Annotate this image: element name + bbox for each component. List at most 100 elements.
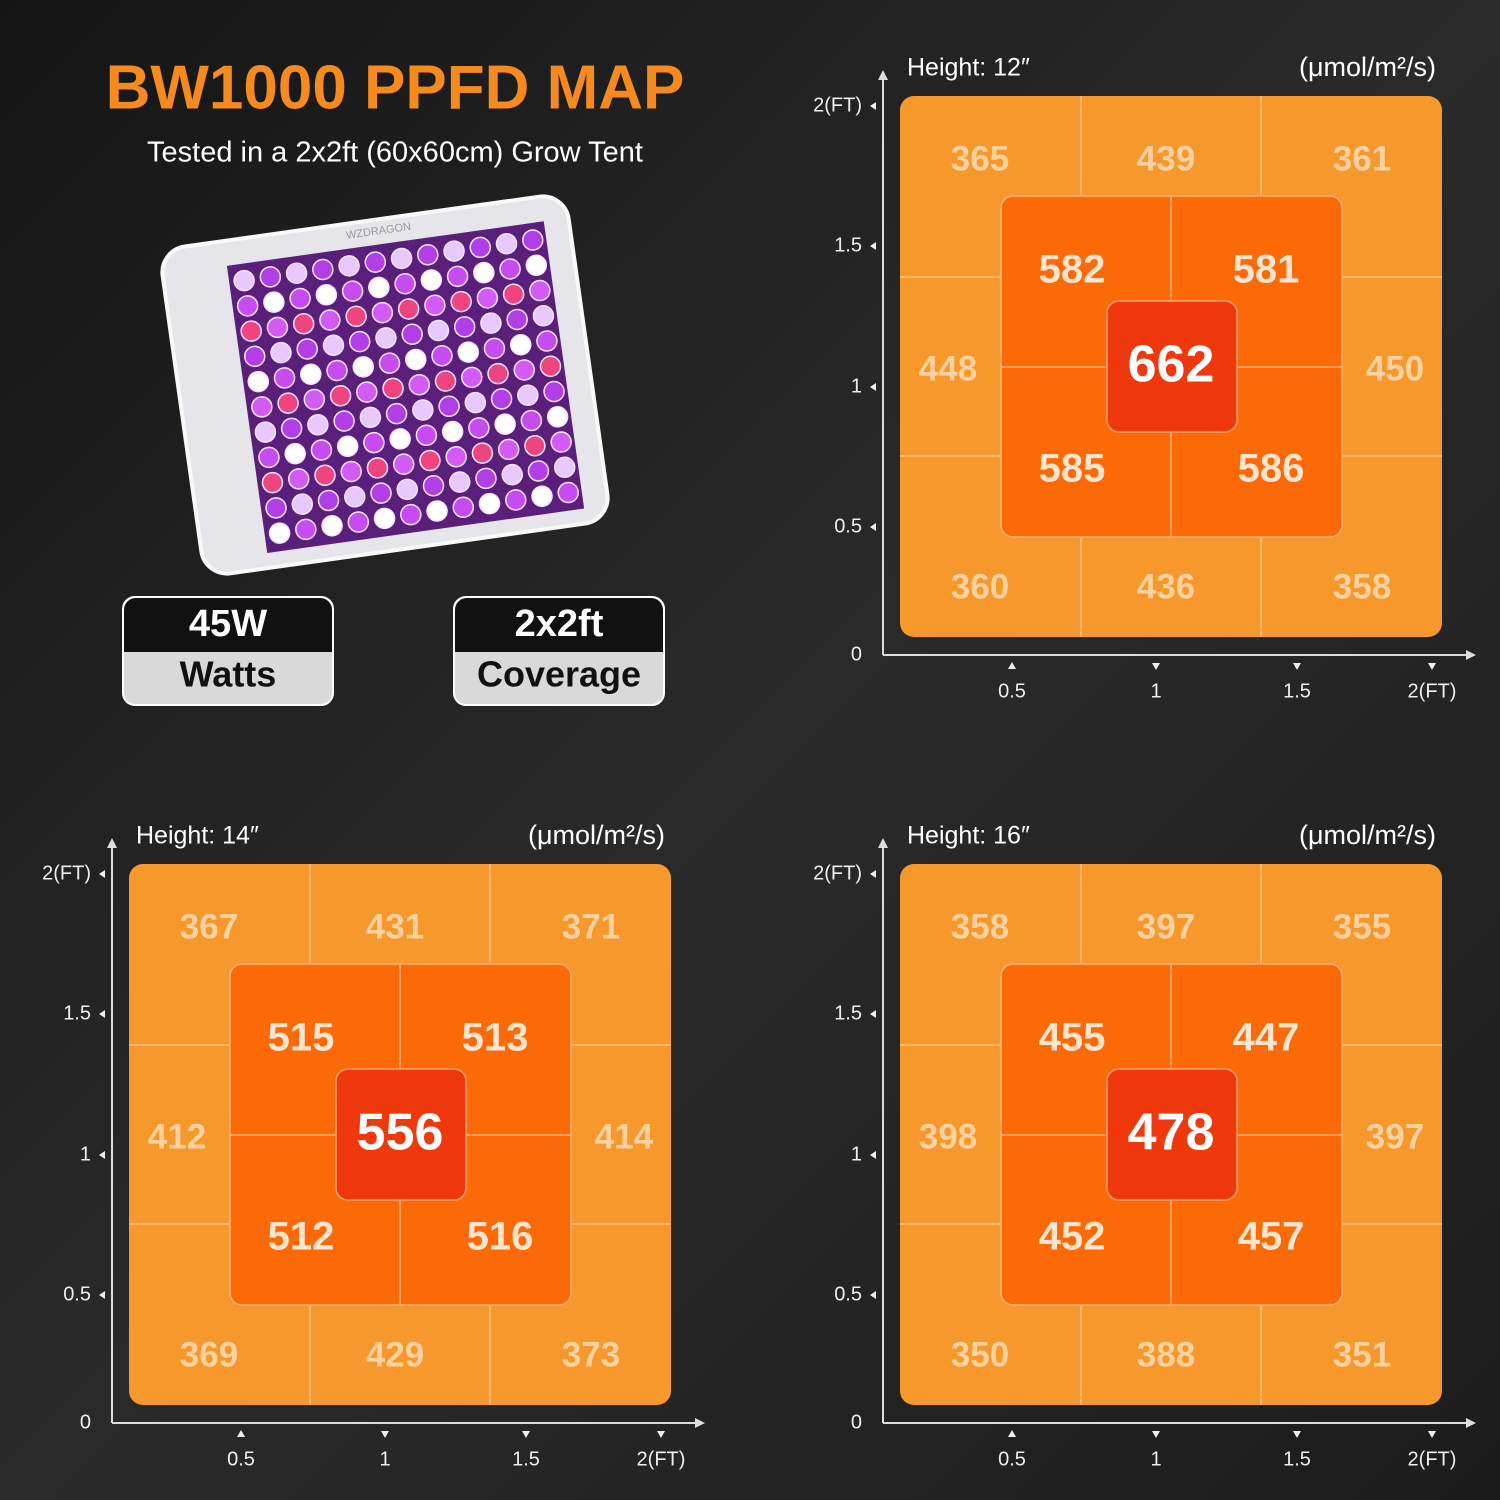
inner-value: 447 [1233,1016,1300,1060]
y-axis-arrow [878,70,888,80]
led [273,367,296,389]
led [438,395,460,418]
outer-value: 450 [1366,349,1424,388]
x-tick-label: 0.5 [998,680,1026,702]
led [236,295,259,317]
outer-value: 398 [919,1117,977,1156]
inner-value: 582 [1039,248,1106,292]
y-tick-label: 2(FT) [813,862,862,884]
led [378,352,401,374]
led [531,485,553,507]
led [270,341,292,364]
x-tick [1008,662,1016,669]
led [415,424,438,446]
x-tick-label: 1 [1150,680,1161,702]
led [292,312,315,335]
led [265,497,287,519]
y-axis-arrow [107,838,117,848]
led [434,370,457,392]
height-label: Height: 14″ [136,822,259,850]
led [408,373,431,396]
led [422,474,445,497]
led [261,471,284,494]
y-tick [870,1151,876,1159]
outer-value: 361 [1333,139,1391,178]
led [390,247,413,270]
led [476,287,499,309]
led [321,514,343,537]
outer-value: 367 [180,907,238,946]
led [356,381,378,403]
led [368,276,390,299]
y-tick-label: 0 [851,643,862,665]
ppfd-map: 367 431 371 412 414 369 429 373 515 513 512 516 556 H… [42,820,705,1470]
y-tick-label: 1 [851,375,862,397]
x-axis-arrow [1466,1418,1476,1428]
inner-value: 457 [1238,1215,1305,1259]
led [300,363,322,385]
led [557,481,580,504]
badge-label: Watts [180,654,277,695]
led [251,396,273,418]
led [546,406,569,428]
y-tick-label: 2(FT) [42,862,91,884]
led [394,272,416,295]
led [326,359,348,382]
outer-value: 373 [562,1335,620,1374]
led [287,468,310,490]
x-tick-label: 1.5 [512,1448,540,1470]
led [268,522,291,544]
led [497,438,520,461]
x-tick [1293,663,1301,670]
led [450,290,472,313]
led [525,254,548,277]
led [522,229,544,251]
led [310,439,333,461]
x-tick [657,1431,665,1438]
x-tick [522,1431,530,1438]
outer-value: 412 [148,1117,206,1156]
title: BW1000 PPFD MAP [106,53,685,122]
inner-value: 586 [1238,447,1305,491]
outer-value: 369 [180,1335,238,1374]
led [392,453,415,475]
badge-value: 45W [189,603,267,645]
led [495,232,518,255]
led [344,486,366,508]
center-zone [335,1068,467,1201]
y-tick-label: 1.5 [63,1002,91,1024]
led [347,511,370,533]
led [375,327,397,349]
x-tick-label: 1 [1150,1448,1161,1470]
led [461,366,483,389]
led [285,262,308,284]
led [396,478,418,501]
led [427,319,450,342]
x-tick-label: 2(FT) [1408,680,1457,702]
center-value: 556 [357,1104,444,1162]
led [424,294,446,317]
inner-value: 452 [1039,1215,1106,1259]
led [280,417,303,440]
led [420,269,443,291]
outer-value: 388 [1137,1335,1195,1374]
y-tick-label: 1.5 [834,234,862,256]
inner-value: 513 [462,1016,529,1060]
x-tick-label: 1.5 [1283,680,1311,702]
center-zone [1106,300,1238,433]
y-tick [99,1151,105,1159]
y-tick [99,1291,105,1299]
outer-value: 448 [919,349,977,388]
inner-value: 585 [1039,447,1106,491]
outer-value: 431 [366,907,424,946]
x-tick-label: 1 [379,1448,390,1470]
led [524,434,546,457]
outer-value: 436 [1137,567,1195,606]
led [243,345,266,368]
height-label: Height: 12″ [907,54,1030,82]
led [277,392,299,414]
outer-value: 365 [951,139,1009,178]
led [284,442,306,465]
led [426,500,448,522]
outer-value: 358 [1333,567,1391,606]
